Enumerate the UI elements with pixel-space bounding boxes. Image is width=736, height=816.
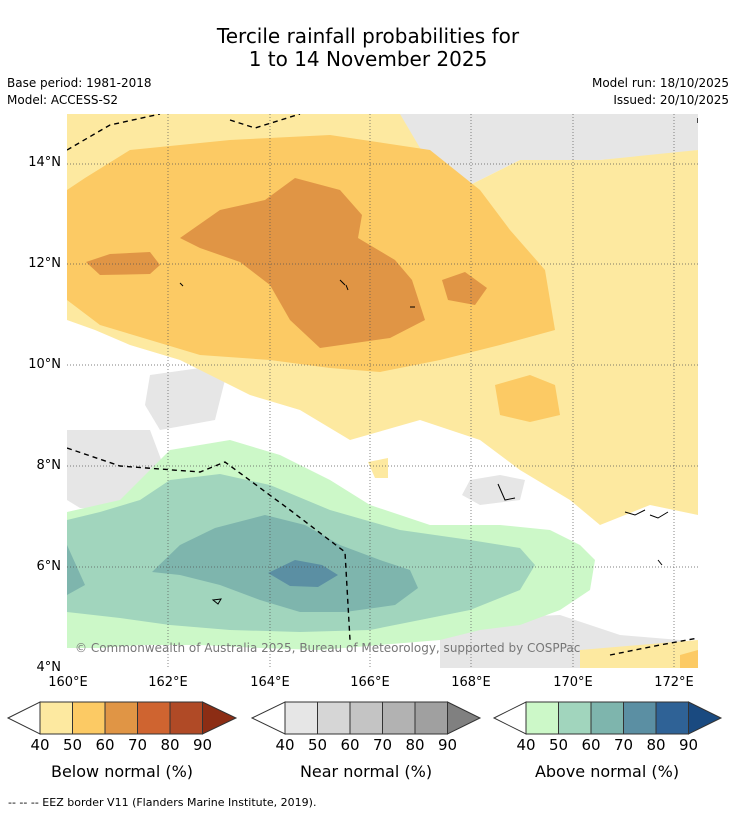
eez-footnote: -- -- -- EEZ border V11 (Flanders Marine… [8,796,317,809]
title-line-1: Tercile rainfall probabilities for [216,24,520,48]
islands [179,279,669,605]
lat-tick: 12°N [28,256,61,271]
near-tick: 90 [437,736,458,754]
above-normal-60 [67,545,85,595]
lat-tick: 10°N [28,357,61,372]
title-line-2: 1 to 14 November 2025 [248,47,488,71]
below-tick: 50 [62,736,83,754]
lon-tick: 172°E [654,675,694,690]
eez-border [67,114,698,656]
near-normal-region [462,475,525,505]
colorbar-below-normal [6,701,238,735]
below-tick: 90 [192,736,213,754]
below-tick: 40 [30,736,50,754]
near-normal-label: Near normal (%) [299,762,433,781]
near-normal-region [145,368,225,430]
near-tick: 50 [307,736,328,754]
below-tick: 80 [160,736,180,754]
colorbar-near-normal [250,701,482,735]
below-normal-50 [495,375,560,422]
below-normal-60 [180,178,425,348]
above-tick: 40 [516,736,536,754]
above-tick: 50 [548,736,569,754]
below-normal-40 [368,458,388,478]
lon-tick: 164°E [250,675,290,690]
lon-tick: 166°E [350,675,390,690]
base-period: Base period: 1981-2018 [7,76,152,90]
near-tick: 70 [372,736,393,754]
below-normal-60 [442,272,487,305]
below-normal-40 [580,640,698,668]
lat-tick: 6°N [36,559,62,574]
lon-tick: 162°E [148,675,188,690]
above-tick: 80 [646,736,666,754]
model-run: Model run: 18/10/2025 [591,76,729,90]
copyright-notice: © Commonwealth of Australia 2025, Bureau… [75,641,581,655]
lon-tick: 168°E [451,675,491,690]
near-tick: 60 [340,736,360,754]
lon-tick: 160°E [48,675,88,690]
below-normal-label: Below normal (%) [50,762,194,781]
near-tick: 80 [405,736,425,754]
lon-tick: 170°E [553,675,593,690]
near-tick: 40 [275,736,295,754]
above-tick: 70 [613,736,634,754]
above-tick: 60 [581,736,601,754]
below-normal-60 [86,252,160,275]
above-normal-60 [152,515,418,612]
issued-date: Issued: 20/10/2025 [613,93,729,107]
below-normal-50 [680,650,698,668]
lat-tick: 14°N [28,155,61,170]
map-area [67,114,698,668]
above-tick: 90 [678,736,699,754]
below-tick: 60 [95,736,115,754]
above-normal-label: Above normal (%) [534,762,680,781]
near-normal-region [400,114,698,185]
lat-tick: 4°N [36,660,62,675]
colorbar-above-normal [492,701,723,735]
below-tick: 70 [127,736,148,754]
gridlines [67,114,698,668]
model-name: Model: ACCESS-S2 [7,93,119,107]
lat-tick: 8°N [36,458,62,473]
above-normal-70 [268,560,338,587]
